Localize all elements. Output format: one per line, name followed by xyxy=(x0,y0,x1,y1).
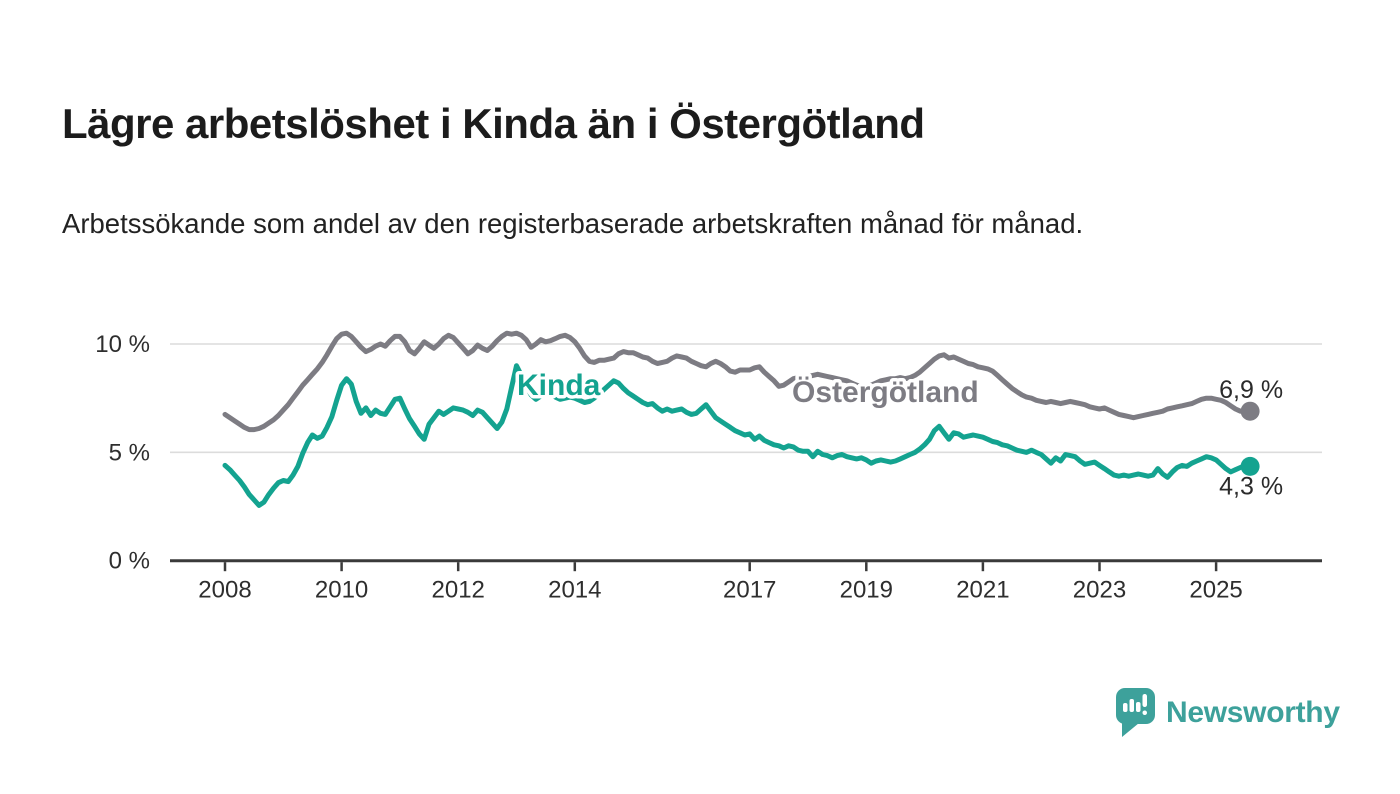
logo-bar-2 xyxy=(1129,699,1134,712)
logo-speech-bubble-icon xyxy=(1116,688,1155,737)
x-tick-label-2019: 2019 xyxy=(840,577,893,604)
series-inline-label-ostergotland: Östergötland xyxy=(792,376,979,409)
page-title: Lägre arbetslöshet i Kinda än i Östergöt… xyxy=(62,100,925,148)
series-inline-label-kinda: Kinda xyxy=(517,369,601,402)
logo-bubble xyxy=(1116,688,1155,724)
y-tick-label-0: 0 % xyxy=(109,548,150,575)
logo-exclamation-dot xyxy=(1142,710,1147,715)
page-subtitle: Arbetssökande som andel av den registerb… xyxy=(62,207,1084,239)
x-tick-label-2017: 2017 xyxy=(723,577,776,604)
x-tick-label-2012: 2012 xyxy=(432,577,485,604)
x-tick-label-2008: 2008 xyxy=(198,577,251,604)
x-tick-label-2023: 2023 xyxy=(1073,577,1126,604)
series-line-ostergotland xyxy=(222,330,1253,433)
logo-bar-1 xyxy=(1123,703,1128,712)
series-end-value-kinda: 4,3 % xyxy=(1219,472,1283,500)
series-end-dot-kinda xyxy=(1240,456,1260,476)
series-line-kinda xyxy=(222,363,1253,508)
x-tick-label-2021: 2021 xyxy=(956,577,1009,604)
newsworthy-logo: Newsworthy xyxy=(1116,688,1341,737)
logo-bubble-tail xyxy=(1122,721,1139,737)
logo-bar-3 xyxy=(1136,702,1141,712)
y-tick-label-5: 5 % xyxy=(109,439,150,466)
x-tick-label-2025: 2025 xyxy=(1189,577,1242,604)
series-end-dot-ostergotland xyxy=(1240,401,1260,421)
series-end-value-ostergotland: 6,9 % xyxy=(1219,376,1283,404)
x-tick-label-2014: 2014 xyxy=(548,577,601,604)
brand-name: Newsworthy xyxy=(1166,696,1340,729)
logo-exclamation-bar xyxy=(1142,694,1147,707)
x-tick-label-2010: 2010 xyxy=(315,577,368,604)
y-tick-label-10: 10 % xyxy=(95,331,150,358)
